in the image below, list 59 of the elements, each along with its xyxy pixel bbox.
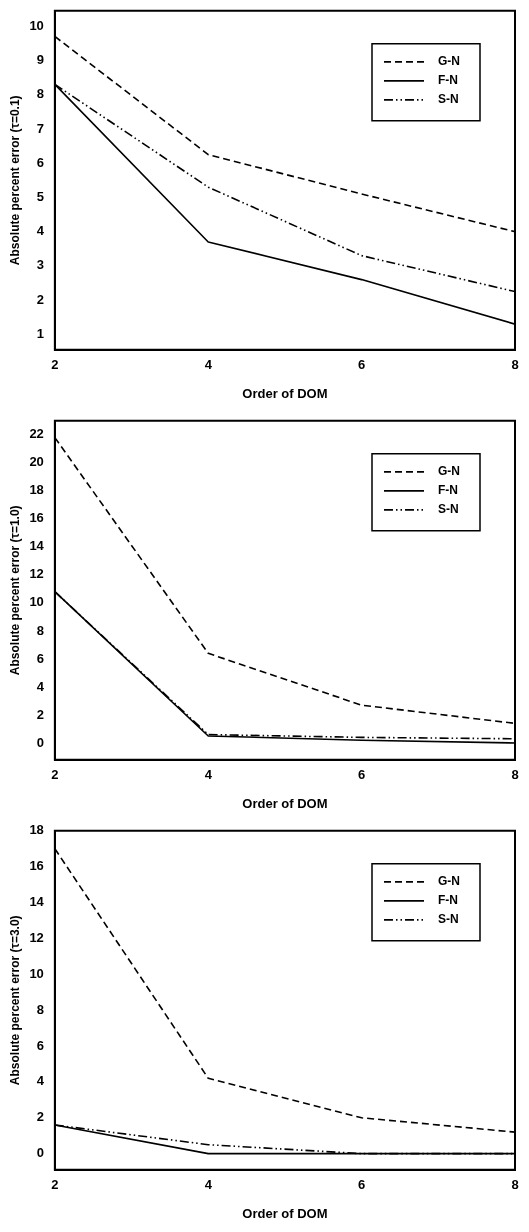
y-tick-label: 6 xyxy=(36,1037,44,1053)
x-tick-label: 2 xyxy=(51,767,59,783)
y-tick-label: 0 xyxy=(36,1145,44,1161)
y-tick-label: 3 xyxy=(36,257,44,273)
y-tick-label: 6 xyxy=(36,650,44,666)
y-tick-label: 7 xyxy=(36,120,44,136)
x-tick-label: 6 xyxy=(358,767,366,783)
legend-label: F-N xyxy=(438,483,458,498)
legend-label: F-N xyxy=(438,73,458,88)
y-tick-label: 18 xyxy=(29,482,44,498)
x-tick-label: 8 xyxy=(511,1177,519,1193)
y-tick-label: 4 xyxy=(36,678,45,694)
y-tick-label: 14 xyxy=(29,538,45,554)
y-tick-label: 8 xyxy=(36,1001,44,1017)
y-tick-label: 2 xyxy=(36,291,44,307)
y-tick-label: 2 xyxy=(36,706,44,722)
y-tick-label: 14 xyxy=(29,894,45,910)
x-axis-title: Order of DOM xyxy=(242,795,328,811)
y-tick-label: 12 xyxy=(29,566,44,582)
x-axis-title: Order of DOM xyxy=(242,385,328,401)
legend-label: G-N xyxy=(438,874,460,889)
y-tick-label: 12 xyxy=(29,930,44,945)
y-tick-label: 5 xyxy=(36,189,44,204)
y-tick-label: 10 xyxy=(29,17,44,33)
y-tick-label: 8 xyxy=(36,86,44,102)
y-tick-label: 22 xyxy=(29,426,44,442)
x-tick-label: 4 xyxy=(204,1177,213,1193)
y-tick-label: 18 xyxy=(29,822,44,838)
y-tick-label: 20 xyxy=(29,454,44,470)
x-axis-title: Order of DOM xyxy=(242,1205,328,1221)
legend-label: G-N xyxy=(438,54,460,69)
y-tick-label: 6 xyxy=(36,154,44,170)
legend-label: S-N xyxy=(438,502,459,517)
x-tick-label: 8 xyxy=(511,767,519,783)
legend-label: S-N xyxy=(438,92,459,107)
y-tick-label: 4 xyxy=(36,223,45,239)
y-tick-label: 4 xyxy=(36,1073,45,1089)
y-tick-label: 0 xyxy=(36,734,44,750)
y-tick-label: 2 xyxy=(36,1109,44,1125)
y-axis-title: Absolute percent error (τ=3.0) xyxy=(7,915,22,1086)
x-tick-label: 8 xyxy=(511,357,519,373)
y-tick-label: 10 xyxy=(29,965,44,981)
y-tick-label: 8 xyxy=(36,622,44,638)
y-tick-label: 10 xyxy=(29,594,44,610)
x-tick-label: 4 xyxy=(204,767,213,783)
legend-label: G-N xyxy=(438,464,460,479)
y-axis-title: Absolute percent error (τ=1.0) xyxy=(7,505,22,676)
x-tick-label: 2 xyxy=(51,1177,59,1193)
x-tick-label: 4 xyxy=(204,357,213,373)
x-tick-label: 2 xyxy=(51,357,59,373)
y-tick-label: 16 xyxy=(29,510,44,526)
y-tick-label: 1 xyxy=(36,325,44,341)
y-tick-label: 9 xyxy=(36,52,44,68)
x-tick-label: 6 xyxy=(358,1177,366,1193)
y-axis-title: Absolute percent error (τ=0.1) xyxy=(7,95,22,266)
legend-label: S-N xyxy=(438,912,459,927)
legend-label: F-N xyxy=(438,893,458,908)
y-tick-label: 16 xyxy=(29,858,44,874)
x-tick-label: 6 xyxy=(358,357,366,373)
